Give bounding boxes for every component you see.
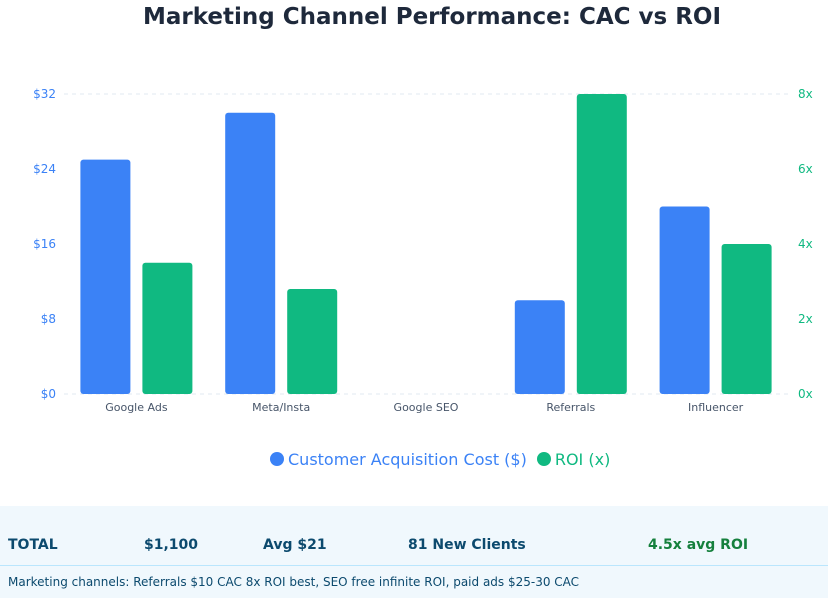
x-tick-label: Referrals <box>546 401 595 414</box>
y-left-tick-label: $16 <box>33 237 56 251</box>
y-right-tick-label: 4x <box>798 237 813 251</box>
chart-plot: $0 $8 $16 $24 $32 0x 2x 4x 6x 8x Google Ads Meta/In… <box>33 87 813 414</box>
x-tick-label: Google Ads <box>105 401 168 414</box>
x-tick-label: Meta/Insta <box>252 401 310 414</box>
summary-clients: 81 New Clients <box>408 537 526 553</box>
roi-bar[interactable] <box>721 244 772 394</box>
y-right-tick-label: 6x <box>798 162 813 176</box>
y-right-tick-label: 8x <box>798 87 813 101</box>
summary-avg: Avg $21 <box>263 537 327 553</box>
y-left-tick-label: $32 <box>33 87 56 101</box>
legend-item-cac[interactable]: Customer Acquisition Cost ($) <box>270 450 527 469</box>
chart-title: Marketing Channel Performance: CAC vs RO… <box>142 4 722 30</box>
roi-bar[interactable] <box>576 94 627 394</box>
x-tick-label: Google SEO <box>394 401 459 414</box>
y-right-tick-label: 2x <box>798 312 813 326</box>
legend-swatch-cac <box>270 452 284 466</box>
summary-panel: TOTAL $1,100 Avg $21 81 New Clients 4.5x… <box>0 506 828 598</box>
cac-bar[interactable] <box>514 300 565 394</box>
summary-total-label: TOTAL <box>8 537 58 553</box>
summary-note: Marketing channels: Referrals $10 CAC 8x… <box>8 575 580 589</box>
cac-bar[interactable] <box>659 206 710 395</box>
summary-divider <box>0 565 828 566</box>
roi-bar[interactable] <box>287 289 338 394</box>
chart-legend: Customer Acquisition Cost ($) ROI (x) <box>270 448 620 470</box>
x-tick-label: Influencer <box>688 401 744 414</box>
cac-bar[interactable] <box>80 159 131 394</box>
y-left-tick-label: $0 <box>41 387 56 401</box>
summary-spend: $1,100 <box>144 537 199 553</box>
roi-bar[interactable] <box>142 262 193 394</box>
legend-label-cac: Customer Acquisition Cost ($) <box>288 449 527 469</box>
legend-label-roi: ROI (x) <box>554 449 611 469</box>
legend-swatch-roi <box>536 452 551 466</box>
y-left-tick-label: $24 <box>33 162 56 176</box>
y-left-tick-label: $8 <box>41 312 56 326</box>
legend-item-roi[interactable]: ROI (x) <box>536 449 611 469</box>
y-right-tick-label: 0x <box>798 387 813 401</box>
cac-bar[interactable] <box>225 112 276 394</box>
summary-roi: 4.5x avg ROI <box>648 537 749 553</box>
summary-row: TOTAL $1,100 Avg $21 81 New Clients 4.5x… <box>0 506 828 565</box>
